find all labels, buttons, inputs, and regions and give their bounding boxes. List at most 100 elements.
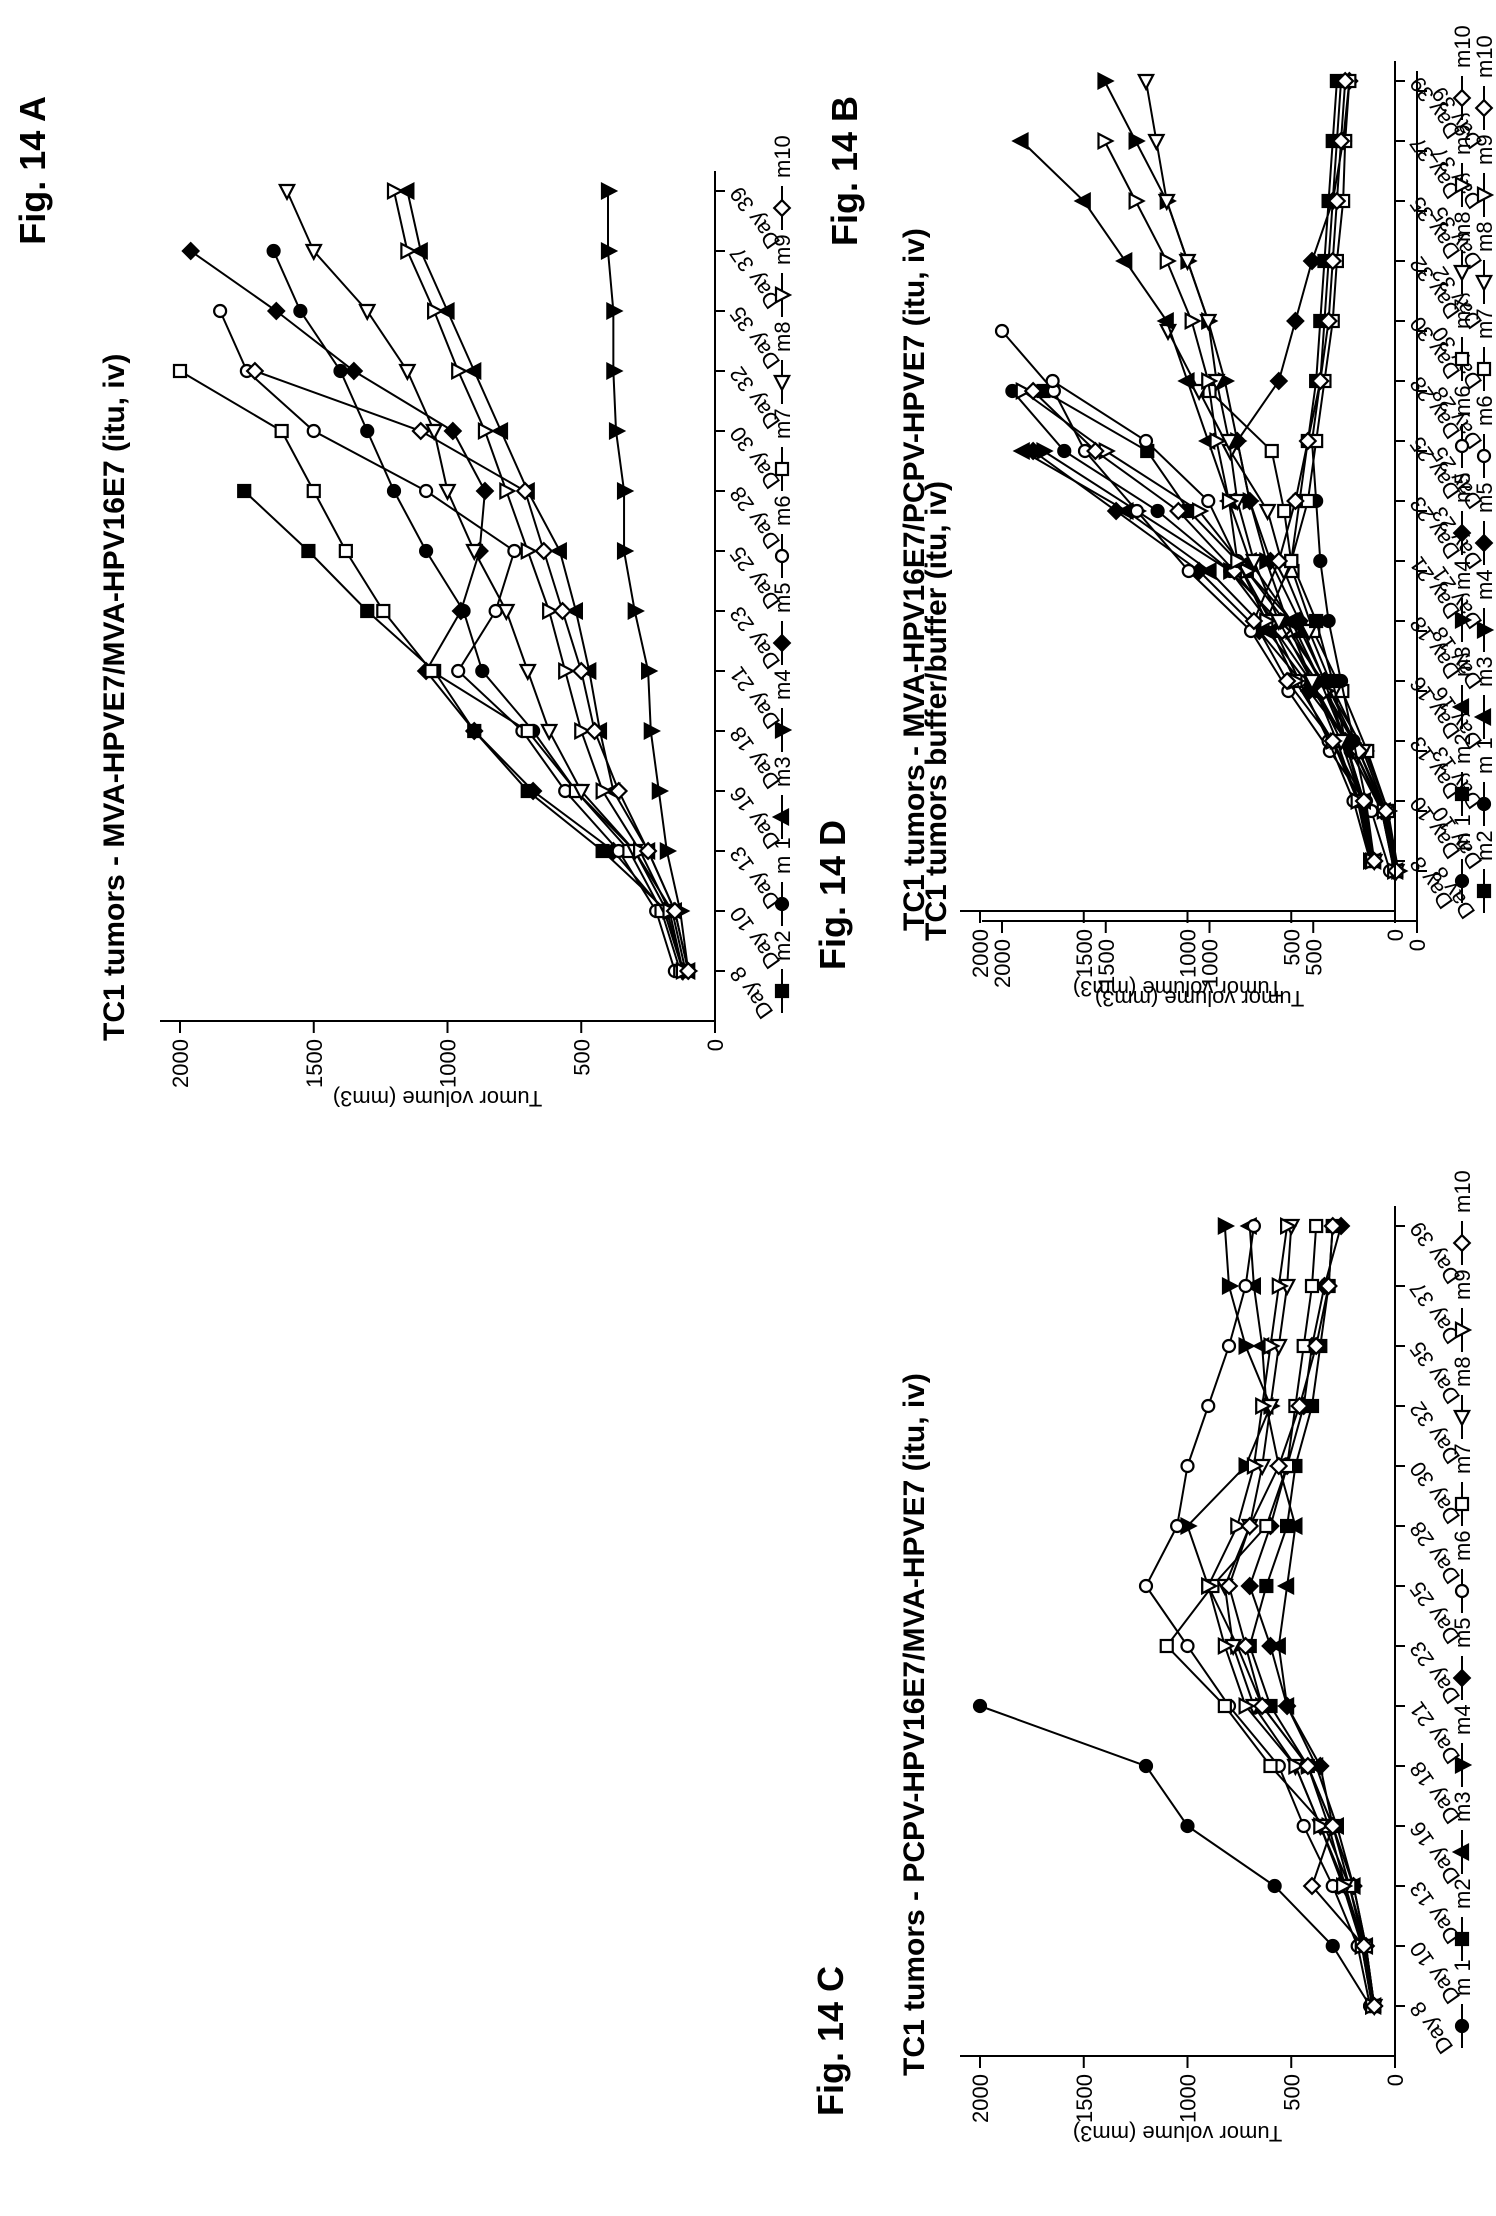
data-point [1217, 1636, 1236, 1656]
fig-label-c: Fig. 14 C [810, 1965, 851, 2116]
series-m2 [237, 483, 691, 979]
data-point [542, 601, 560, 621]
legend-marker [1474, 274, 1494, 293]
data-point [1201, 1398, 1216, 1414]
data-point [465, 543, 484, 562]
series-line [979, 1705, 1371, 2007]
series-line [286, 190, 684, 972]
data-point [411, 421, 431, 441]
series-line [1223, 1225, 1376, 2007]
legend-marker [1452, 264, 1472, 283]
y-tick-label: 0 [1383, 929, 1408, 941]
legend-label: m10 [770, 135, 795, 178]
series-line [1310, 80, 1376, 862]
data-point [497, 603, 516, 622]
series-line [1248, 1225, 1376, 2007]
data-point [293, 303, 308, 319]
data-point [534, 541, 554, 561]
y-tick-label: 1500 [1072, 2074, 1097, 2123]
fig-label-b: Fig. 14 B [824, 96, 865, 247]
data-point [464, 721, 484, 741]
legend-marker [774, 548, 790, 564]
legend-marker [1454, 1583, 1470, 1599]
data-point [1298, 431, 1318, 451]
chart-panel-a: TC1 tumors - MVA-HPVE7/MVA-HPV16E7 (itu,… [98, 135, 795, 1111]
data-point [443, 421, 463, 441]
legend-marker [774, 720, 793, 740]
legend-marker [1452, 1409, 1472, 1428]
data-point [386, 483, 402, 499]
series-line [190, 250, 684, 972]
data-point [1285, 1516, 1303, 1536]
legend-marker [1476, 185, 1495, 205]
legend-label: m 1 [770, 837, 795, 874]
data-point [245, 361, 265, 381]
data-point [1240, 1576, 1260, 1596]
legend-label: m 1 [1472, 737, 1496, 774]
data-point [1298, 1756, 1318, 1776]
data-point [1277, 1696, 1297, 1716]
legend-label: m 1 [1450, 1959, 1475, 1996]
data-point [1184, 311, 1202, 331]
y-tick-label: 1500 [1094, 939, 1119, 988]
data-point [1277, 503, 1292, 519]
data-point [1240, 491, 1260, 511]
data-point [451, 601, 471, 621]
data-point [1159, 1638, 1174, 1654]
data-point [638, 841, 658, 861]
data-point [437, 301, 455, 321]
y-tick-label: 2000 [968, 2074, 993, 2123]
data-point [1313, 553, 1328, 569]
data-point [1309, 613, 1324, 629]
data-point [344, 361, 364, 381]
y-axis-label: Tumor volume (mm3) [1073, 2121, 1282, 2146]
legend-label: m9 [770, 234, 795, 265]
data-point [1015, 381, 1033, 401]
legend-label: m9 [1450, 124, 1475, 155]
data-point [558, 661, 576, 681]
legend-marker [1454, 1496, 1470, 1512]
data-point [549, 541, 567, 561]
data-point [1325, 1938, 1340, 1954]
data-point [490, 421, 509, 441]
legend-label: m7 [1450, 298, 1475, 329]
data-point [606, 301, 624, 321]
data-point [1170, 1518, 1185, 1534]
x-tick-label: Day 8 [1405, 1997, 1458, 2058]
y-tick-label: 2000 [168, 1039, 193, 1088]
data-point [1138, 1758, 1154, 1774]
series-m8 [277, 183, 692, 982]
data-point [410, 241, 428, 261]
series-line [1227, 1225, 1376, 2007]
data-point [425, 423, 444, 442]
legend-marker [1452, 88, 1472, 108]
legend-label: m2 [1472, 830, 1496, 861]
legend-marker [1454, 1931, 1470, 1947]
series-m10 [1244, 71, 1384, 871]
legend-label: m4 [1472, 569, 1496, 600]
series-line [1248, 1225, 1376, 2007]
legend-marker [1454, 175, 1473, 195]
data-point [1057, 443, 1072, 459]
data-point [1177, 371, 1195, 391]
fig-label-a: Fig. 14 A [12, 96, 53, 245]
legend-marker [1452, 1233, 1472, 1253]
data-point [1269, 1456, 1289, 1476]
series-line [1236, 80, 1376, 862]
chart-panel-d: TC1 tumors - MVA-HPV16E7/PCPV-HPVE7 (itu… [898, 25, 1475, 1001]
data-point [1244, 611, 1264, 631]
data-point [1309, 1218, 1324, 1234]
legend-marker [774, 461, 790, 477]
data-point [274, 423, 289, 439]
data-point [1230, 551, 1248, 571]
data-point [616, 541, 635, 561]
data-point [616, 481, 635, 501]
legend-label: m3 [1472, 656, 1496, 687]
chart-panel-b: TC1 tumors buffer/buffer (itu, iv) 0 500 10… [920, 35, 1496, 1011]
data-point [1219, 1576, 1239, 1596]
data-point [1097, 131, 1115, 151]
y-tick-label: 1500 [302, 1039, 327, 1088]
legend-label: m4 [1450, 559, 1475, 590]
